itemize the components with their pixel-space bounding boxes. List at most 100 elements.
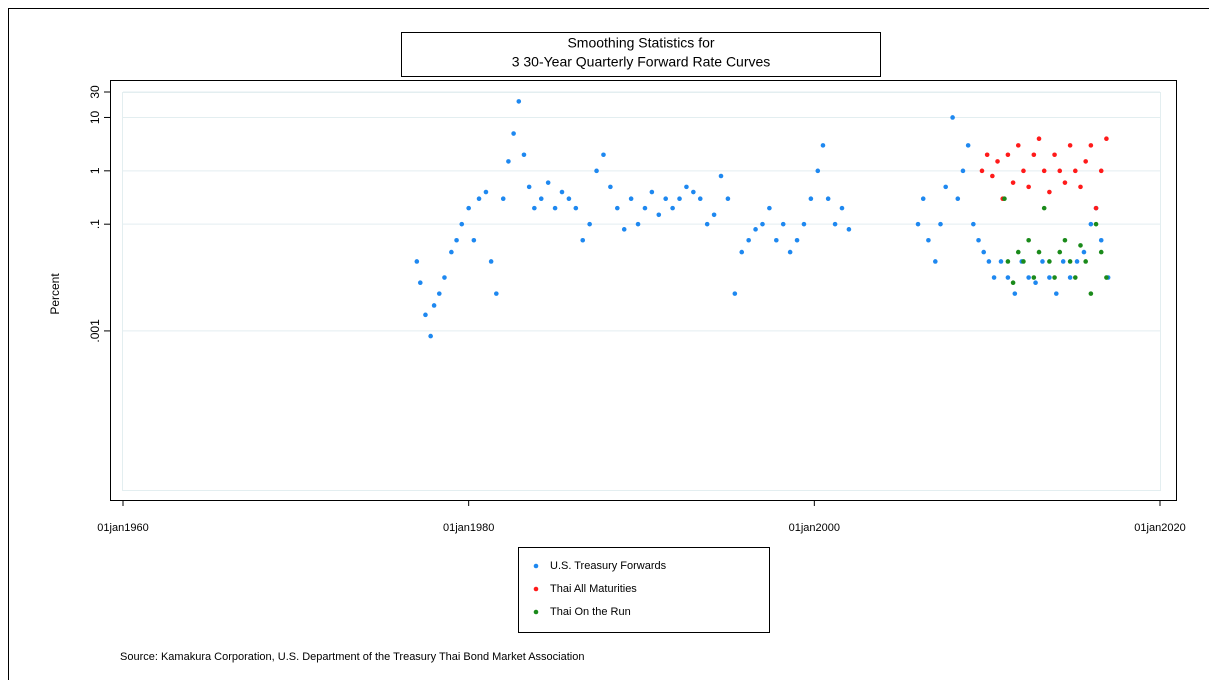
point: [1021, 169, 1026, 174]
point: [976, 238, 981, 243]
point: [1104, 275, 1109, 280]
point: [1104, 136, 1109, 141]
point: [916, 222, 921, 227]
point: [1054, 291, 1059, 296]
point: [1021, 259, 1026, 264]
point: [601, 152, 606, 157]
y-axis-label: Percent: [48, 273, 62, 315]
point: [985, 152, 990, 157]
point: [459, 222, 464, 227]
point: [826, 196, 831, 201]
point: [992, 275, 997, 280]
point: [522, 152, 527, 157]
legend-label: Thai All Maturities: [550, 583, 637, 595]
point: [1078, 185, 1083, 190]
legend-marker: [534, 587, 539, 592]
point: [1099, 238, 1104, 243]
point: [1073, 275, 1078, 280]
point: [1099, 169, 1104, 174]
x-tick-label: 01jan1980: [443, 522, 494, 534]
point: [1083, 159, 1088, 164]
point: [428, 334, 433, 339]
point: [1006, 259, 1011, 264]
point: [663, 196, 668, 201]
x-tick-label: 01jan2000: [789, 522, 840, 534]
point: [608, 185, 613, 190]
point: [795, 238, 800, 243]
point: [698, 196, 703, 201]
point: [938, 222, 943, 227]
legend-marker: [534, 610, 539, 615]
point: [995, 159, 1000, 164]
point: [921, 196, 926, 201]
y-tick-label: .1: [88, 219, 102, 229]
y-tick-label: 30: [88, 85, 102, 99]
chart-subtitle: 3 30-Year Quarterly Forward Rate Curves: [512, 54, 771, 70]
point: [1082, 250, 1087, 255]
point: [466, 206, 471, 211]
point: [809, 196, 814, 201]
point: [539, 196, 544, 201]
point: [650, 190, 655, 195]
point: [615, 206, 620, 211]
point: [1052, 152, 1057, 157]
point: [926, 238, 931, 243]
point: [418, 280, 423, 285]
point: [629, 196, 634, 201]
legend-label: Thai On the Run: [550, 606, 631, 618]
point: [1026, 185, 1031, 190]
point: [966, 143, 971, 148]
point: [415, 259, 420, 264]
point: [1057, 250, 1062, 255]
plot-frame: [111, 81, 1177, 501]
point: [1002, 196, 1007, 201]
point: [1026, 238, 1031, 243]
point: [677, 196, 682, 201]
point: [1016, 143, 1021, 148]
point: [1037, 250, 1042, 255]
point: [1047, 190, 1052, 195]
point: [802, 222, 807, 227]
point: [821, 143, 826, 148]
point: [622, 227, 627, 232]
point: [1037, 136, 1042, 141]
point: [1042, 206, 1047, 211]
point: [990, 174, 995, 179]
point: [1040, 259, 1045, 264]
point: [1094, 206, 1099, 211]
x-tick-label: 01jan2020: [1134, 522, 1185, 534]
point: [987, 259, 992, 264]
legend-marker: [534, 564, 539, 569]
point: [1033, 280, 1038, 285]
point: [454, 238, 459, 243]
point: [494, 291, 499, 296]
legend-label: U.S. Treasury Forwards: [550, 560, 667, 572]
point: [501, 196, 506, 201]
point: [511, 131, 516, 136]
point: [719, 174, 724, 179]
point: [484, 190, 489, 195]
point: [506, 159, 511, 164]
point: [1073, 169, 1078, 174]
point: [1089, 143, 1094, 148]
point: [691, 190, 696, 195]
point: [961, 169, 966, 174]
x-tick-label: 01jan1960: [97, 522, 148, 534]
point: [840, 206, 845, 211]
point: [472, 238, 477, 243]
point: [1089, 222, 1094, 227]
plot-region: [123, 93, 1161, 491]
point: [1011, 280, 1016, 285]
point: [781, 222, 786, 227]
point: [1011, 180, 1016, 185]
point: [739, 250, 744, 255]
point: [955, 196, 960, 201]
point: [1047, 275, 1052, 280]
point: [1042, 169, 1047, 174]
point: [847, 227, 852, 232]
point: [574, 206, 579, 211]
point: [1057, 169, 1062, 174]
point: [733, 291, 738, 296]
point: [1061, 259, 1066, 264]
